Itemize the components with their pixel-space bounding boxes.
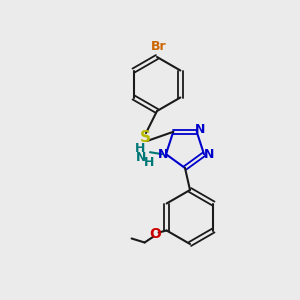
Text: N: N [158,148,168,161]
Text: Br: Br [151,40,167,53]
Text: H: H [144,156,154,169]
Text: N: N [195,123,205,136]
Text: O: O [150,226,162,241]
Text: N: N [136,151,146,164]
Text: H: H [135,142,145,155]
Text: N: N [204,148,214,161]
Text: S: S [140,130,151,145]
